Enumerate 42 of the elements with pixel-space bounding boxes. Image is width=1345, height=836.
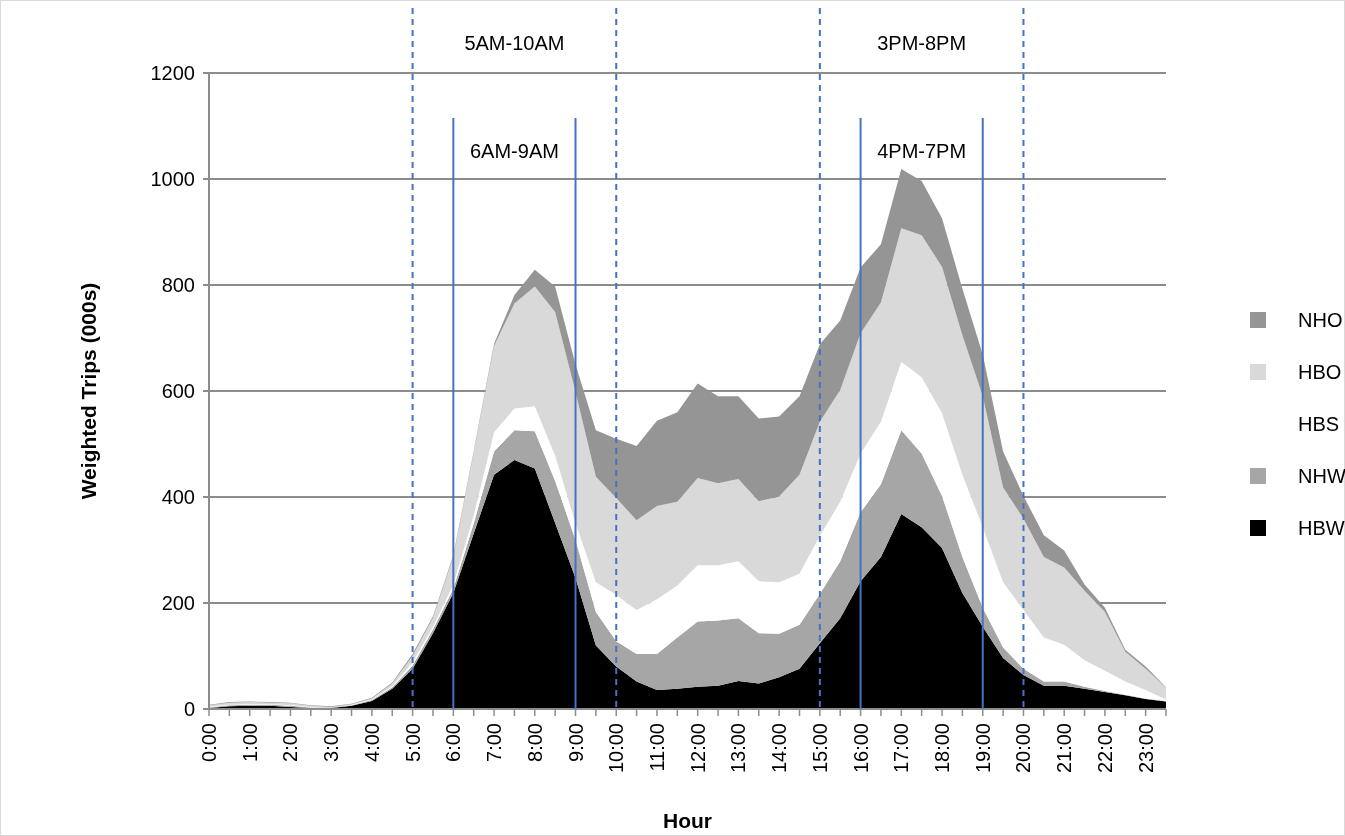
x-tick-label: 23:00	[1134, 723, 1157, 774]
annotation: 6AM-9AM	[469, 140, 559, 162]
text: HBS	[1298, 413, 1340, 435]
x-tick-label: 2:00	[279, 723, 302, 762]
legend-label: NHW	[1298, 465, 1345, 487]
x-tick-label: 8:00	[523, 723, 546, 762]
y-tick-label: 800	[161, 274, 195, 296]
x-tick-label: 14:00	[768, 723, 791, 774]
x-tick-label: 0:00	[198, 723, 220, 762]
x-tick-label: 7:00	[483, 723, 506, 762]
legend-label: HBO	[1298, 361, 1342, 383]
x-tick-label: 15:00	[808, 723, 831, 774]
x-tick-label: 12:00	[686, 723, 709, 774]
y-tick-label: 0	[183, 698, 195, 720]
x-axis-title: Hour	[663, 809, 712, 832]
x-tick-label: 18:00	[931, 723, 954, 774]
x-tick-label: 9:00	[564, 723, 587, 762]
x-tick-label: 4:00	[360, 723, 383, 762]
x-tick-label: 17:00	[890, 723, 913, 774]
x-tick-label: 16:00	[849, 723, 872, 774]
y-tick-label: 200	[161, 592, 195, 614]
x-tick-label: 20:00	[1012, 723, 1035, 774]
x-tick-label: 5:00	[401, 723, 424, 762]
x-tick-label: 21:00	[1053, 723, 1076, 774]
y-tick-label: 400	[161, 486, 195, 508]
x-tick-label: 6:00	[442, 723, 465, 762]
x-tick-label: 1:00	[238, 723, 261, 762]
x-tick-label: 10:00	[605, 723, 628, 774]
x-tick-label: 11:00	[645, 723, 668, 772]
x-tick-label: 22:00	[1093, 723, 1116, 774]
legend-label: HBW	[1298, 517, 1345, 539]
legend-label: NHO	[1298, 309, 1343, 331]
text: 5AM-10AM	[464, 32, 565, 54]
x-tick-label: 19:00	[971, 723, 994, 774]
text: 3PM-8PM	[877, 32, 967, 54]
y-tick-label: 1000	[150, 168, 195, 190]
y-tick-label: 600	[161, 380, 195, 402]
y-tick-label: 1200	[150, 62, 195, 84]
annotation: 4PM-7PM	[877, 140, 967, 162]
x-tick-label: 13:00	[727, 723, 750, 774]
y-axis-title: Weighted Trips (000s)	[77, 282, 100, 500]
x-tick-label: 3:00	[320, 723, 343, 762]
